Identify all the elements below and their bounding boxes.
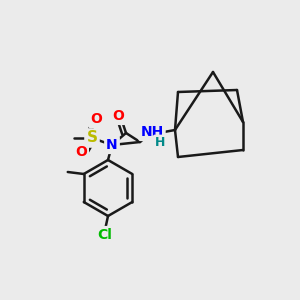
Text: O: O	[90, 112, 102, 126]
Text: Cl: Cl	[98, 228, 112, 242]
Text: O: O	[112, 109, 124, 123]
Text: NH: NH	[140, 125, 164, 139]
Text: S: S	[86, 130, 98, 146]
Text: O: O	[75, 145, 87, 159]
Text: H: H	[155, 136, 165, 149]
Text: N: N	[106, 138, 118, 152]
